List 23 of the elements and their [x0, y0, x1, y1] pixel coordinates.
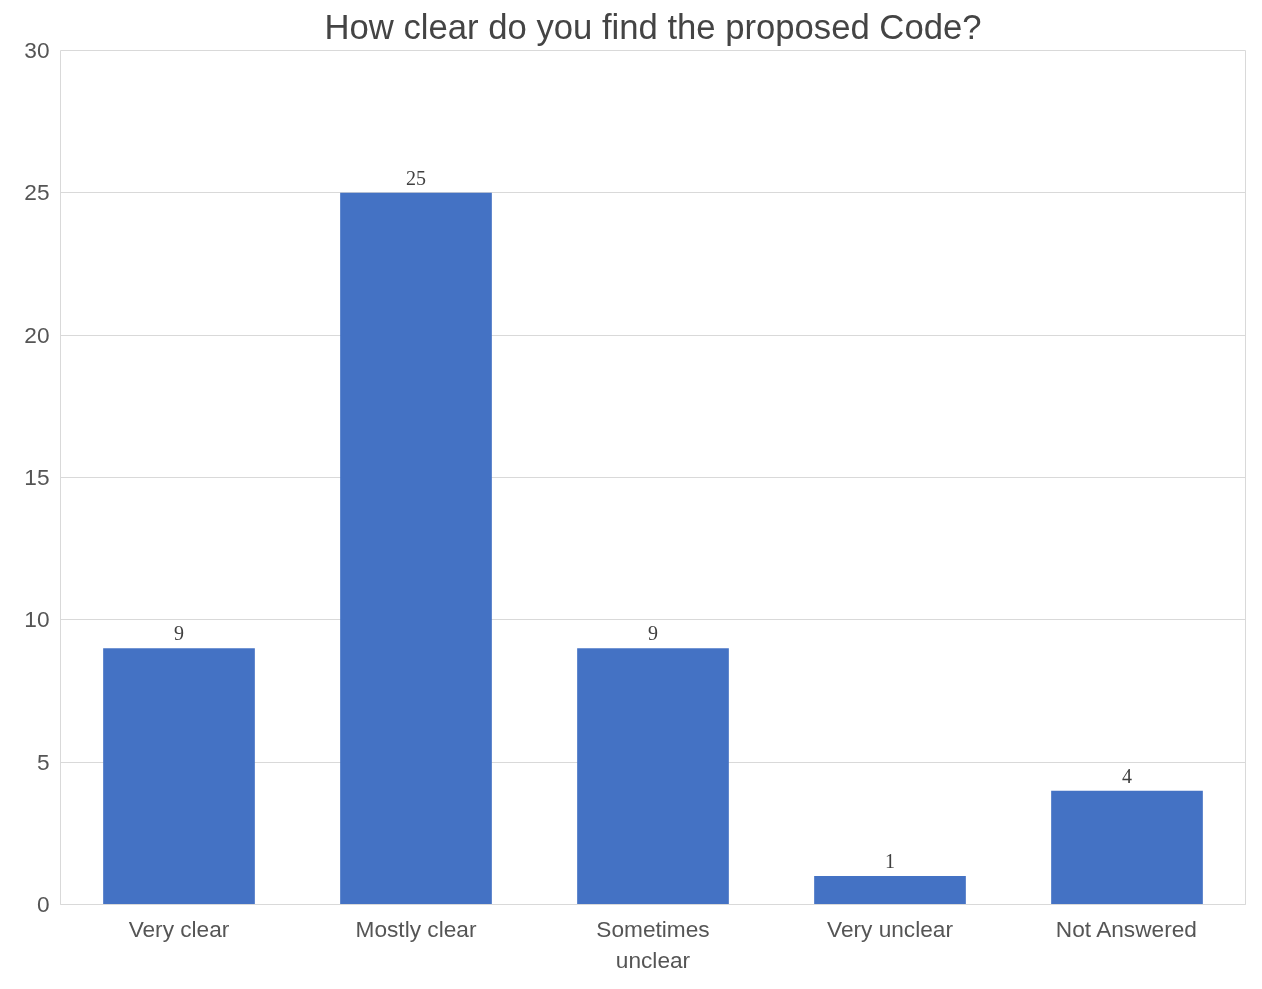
bar	[103, 648, 255, 905]
x-tick-label: Very unclear	[827, 915, 954, 942]
data-label: 4	[1122, 764, 1132, 787]
bar	[1051, 790, 1203, 905]
y-tick-label: 30	[24, 37, 50, 63]
x-tick-label: Mostly clear	[355, 915, 477, 942]
data-label: 9	[648, 622, 658, 645]
y-tick-label: 20	[24, 321, 50, 348]
x-tick-label: Sometimes unclear	[596, 915, 710, 973]
bar	[814, 876, 966, 905]
y-tick-label: 0	[36, 891, 50, 917]
x-tick-label: Very clear	[128, 915, 230, 942]
data-label: 25	[406, 166, 426, 189]
chart-title: How clear do you find the proposed Code?	[324, 7, 982, 46]
data-label: 1	[885, 850, 895, 873]
y-tick-label: 25	[24, 179, 50, 206]
y-tick-label: 5	[36, 748, 50, 775]
bar	[577, 648, 729, 905]
data-label: 9	[174, 622, 184, 645]
bar	[340, 192, 492, 905]
y-tick-label: 10	[24, 606, 50, 633]
y-tick-label: 15	[24, 464, 50, 490]
x-tick-label: Not Answered	[1055, 915, 1197, 942]
